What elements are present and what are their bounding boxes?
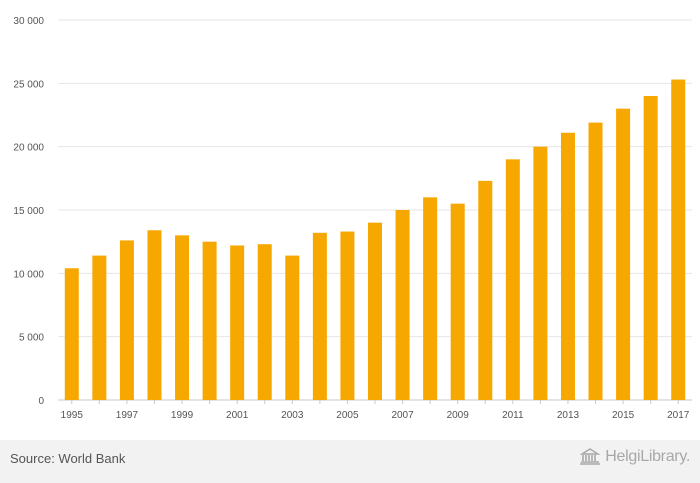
bar — [312, 232, 327, 400]
bar — [175, 235, 190, 400]
source-note: Source: World Bank — [10, 451, 126, 466]
bar — [230, 245, 245, 400]
x-tick-label: 2017 — [667, 410, 690, 421]
x-tick-label: 1997 — [116, 410, 139, 421]
x-tick-label: 2007 — [391, 410, 414, 421]
bar — [423, 197, 438, 400]
bar — [119, 240, 134, 400]
bar — [643, 96, 658, 400]
x-tick-label: 1999 — [171, 410, 194, 421]
bar — [285, 255, 300, 400]
bar — [340, 231, 355, 400]
y-tick-label: 10 000 — [13, 269, 44, 280]
bar — [616, 108, 631, 401]
bar — [395, 210, 410, 400]
y-tick-label: 5 000 — [19, 333, 44, 344]
x-tick-label: 2009 — [447, 410, 470, 421]
x-tick-label: 2001 — [226, 410, 249, 421]
x-tick-label: 2013 — [557, 410, 580, 421]
library-building-icon — [579, 448, 601, 465]
bar — [202, 241, 217, 400]
bar — [588, 122, 603, 400]
bar-chart: 0 5 000 10 000 15 000 20 000 25 000 30 000 1995… — [13, 16, 692, 421]
y-tick-label: 0 — [38, 396, 44, 407]
bar — [450, 203, 465, 400]
bar — [560, 132, 575, 400]
bar — [368, 222, 382, 400]
helgi-library-logo[interactable]: HelgiLibrary. — [579, 448, 690, 466]
y-tick-label: 25 000 — [13, 79, 44, 90]
x-tick-label: 1995 — [61, 410, 84, 421]
bar — [533, 146, 548, 400]
bar — [64, 268, 79, 400]
x-tick-label: 2003 — [281, 410, 304, 421]
bar — [505, 159, 520, 400]
bar — [92, 255, 107, 400]
bar — [478, 180, 493, 400]
logo-text: HelgiLibrary. — [605, 448, 690, 465]
y-tick-label: 15 000 — [13, 206, 44, 217]
y-tick-label: 20 000 — [13, 143, 44, 154]
bar — [257, 244, 272, 400]
bar — [147, 230, 162, 400]
x-tick-label: 2015 — [612, 410, 635, 421]
y-tick-label: 30 000 — [13, 16, 44, 27]
x-tick-label: 2011 — [502, 410, 524, 421]
x-tick-label: 2005 — [336, 410, 359, 421]
bar — [671, 79, 686, 401]
